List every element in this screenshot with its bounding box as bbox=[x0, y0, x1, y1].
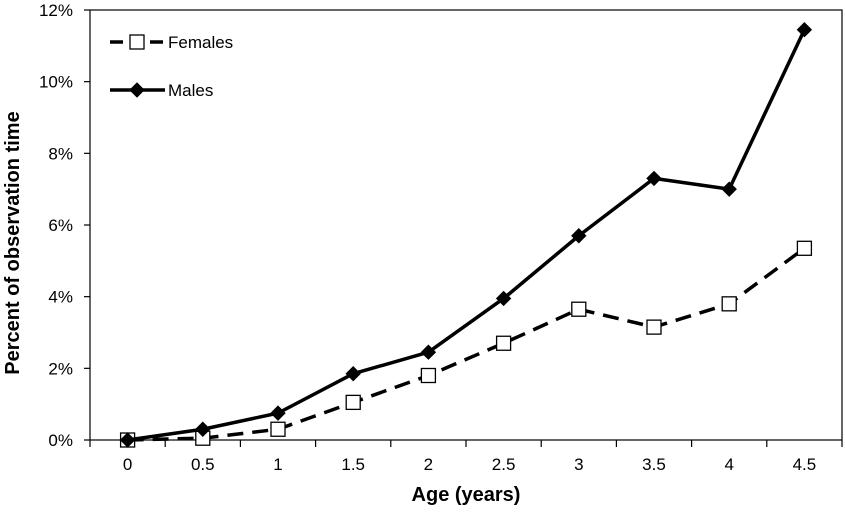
legend-label-females: Females bbox=[168, 33, 233, 52]
x-tick-label: 2 bbox=[424, 455, 433, 474]
x-tick-label: 0.5 bbox=[191, 455, 215, 474]
y-tick-label: 2% bbox=[48, 359, 73, 378]
y-tick-label: 4% bbox=[48, 288, 73, 307]
series-females bbox=[119, 240, 813, 448]
x-tick-label: 3.5 bbox=[642, 455, 666, 474]
x-tick-label: 0 bbox=[123, 455, 132, 474]
y-tick-label: 10% bbox=[39, 73, 73, 92]
x-axis: 0 0.5 1 1.5 2 2.5 3 3.5 4 4.5 bbox=[89, 440, 843, 474]
x-tick-label: 1.5 bbox=[341, 455, 365, 474]
females-point bbox=[571, 301, 587, 317]
females-point bbox=[270, 421, 286, 437]
legend-marker-males bbox=[129, 82, 145, 98]
legend: Females Males bbox=[110, 33, 233, 100]
males-point bbox=[270, 405, 286, 421]
males-point bbox=[721, 181, 737, 197]
legend-label-males: Males bbox=[168, 81, 213, 100]
males-point bbox=[119, 432, 136, 448]
y-tick-label: 0% bbox=[48, 431, 73, 450]
plot-border bbox=[89, 9, 843, 441]
x-tick-label: 4 bbox=[724, 455, 733, 474]
females-point bbox=[646, 319, 662, 335]
males-point bbox=[345, 366, 361, 382]
males-point bbox=[195, 421, 211, 437]
x-tick-label: 1 bbox=[273, 455, 282, 474]
y-tick-label: 8% bbox=[48, 144, 73, 163]
x-tick-label: 3 bbox=[574, 455, 583, 474]
x-axis-title: Age (years) bbox=[412, 484, 521, 506]
plot-area bbox=[89, 9, 843, 441]
males-point bbox=[796, 22, 813, 38]
y-tick-label: 12% bbox=[39, 1, 73, 20]
males-line bbox=[127, 28, 806, 442]
females-point bbox=[420, 367, 437, 384]
series-males bbox=[119, 22, 813, 448]
series-layer bbox=[119, 22, 813, 448]
females-point bbox=[495, 335, 512, 351]
females-point bbox=[345, 394, 361, 411]
males-point bbox=[420, 344, 437, 360]
females-line bbox=[127, 246, 806, 442]
females-point bbox=[721, 296, 737, 312]
y-tick-label: 6% bbox=[48, 216, 73, 235]
y-axis-title: Percent of observation time bbox=[2, 111, 24, 374]
y-axis: 0% 2% 4% 6% 8% 10% 12% bbox=[39, 1, 90, 450]
males-point bbox=[646, 170, 662, 187]
legend-marker-females bbox=[129, 34, 145, 50]
x-tick-label: 4.5 bbox=[793, 455, 817, 474]
males-point bbox=[571, 228, 587, 244]
females-point bbox=[796, 240, 813, 256]
x-tick-label: 2.5 bbox=[492, 455, 516, 474]
males-point bbox=[495, 290, 512, 307]
